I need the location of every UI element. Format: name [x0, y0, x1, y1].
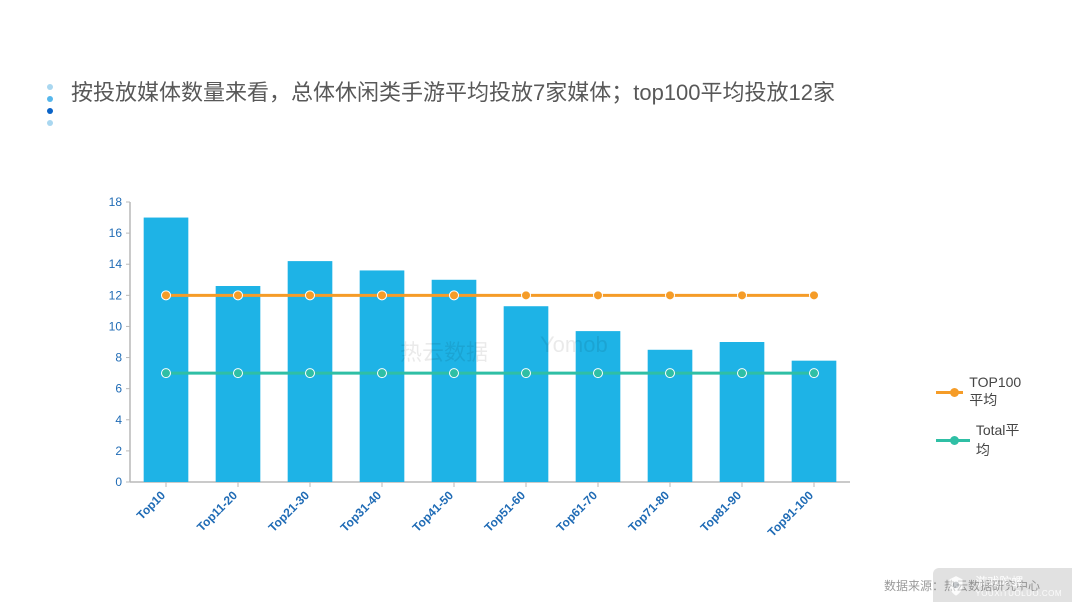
svg-text:0: 0 [115, 475, 122, 489]
svg-text:Top61-70: Top61-70 [554, 488, 601, 535]
svg-text:Top31-40: Top31-40 [338, 488, 385, 535]
bullet-dot [47, 96, 53, 102]
svg-text:14: 14 [109, 257, 123, 271]
svg-text:12: 12 [109, 288, 123, 302]
bullet-dot [47, 120, 53, 126]
svg-text:Top71-80: Top71-80 [626, 488, 673, 535]
brand-name: 游戏陀螺 [975, 576, 1062, 589]
brand-icon [943, 574, 969, 600]
svg-text:Top11-20: Top11-20 [194, 488, 240, 534]
svg-text:Top91-100: Top91-100 [765, 488, 816, 539]
legend-swatch [936, 391, 963, 394]
legend-label: Total平均 [976, 420, 1030, 460]
svg-text:4: 4 [115, 413, 122, 427]
svg-text:Top21-30: Top21-30 [266, 488, 313, 535]
brand-badge: 游戏陀螺 YOUXITUOLUO.COM [933, 568, 1072, 602]
legend-swatch [936, 439, 970, 442]
legend-label: TOP100平均 [969, 374, 1030, 410]
svg-text:Top81-90: Top81-90 [698, 488, 745, 535]
svg-text:8: 8 [115, 351, 122, 365]
bullet-dot [47, 84, 53, 90]
svg-text:16: 16 [109, 226, 123, 240]
header-bullets [47, 84, 53, 126]
svg-text:6: 6 [115, 382, 122, 396]
svg-text:Top51-60: Top51-60 [482, 488, 529, 535]
legend-item: TOP100平均 [936, 374, 1030, 410]
svg-text:18: 18 [109, 196, 123, 209]
legend-item: Total平均 [936, 420, 1030, 460]
svg-text:Top10: Top10 [134, 488, 168, 522]
legend: TOP100平均 Total平均 [936, 374, 1030, 470]
page-title: 按投放媒体数量来看，总体休闲类手游平均投放7家媒体；top100平均投放12家 [71, 78, 835, 108]
svg-text:10: 10 [109, 319, 123, 333]
chart-svg: 0 2 4 6 8 10 12 14 16 18 Top10 Top11-20 Top21-30 Top3… [98, 196, 862, 548]
header: 按投放媒体数量来看，总体休闲类手游平均投放7家媒体；top100平均投放12家 [47, 78, 835, 126]
bullet-dot [47, 108, 53, 114]
chart: 0 2 4 6 8 10 12 14 16 18 Top10 Top11-20 Top21-30 Top3… [98, 196, 998, 536]
brand-sub: YOUXITUOLUO.COM [975, 589, 1062, 598]
slide: 按投放媒体数量来看，总体休闲类手游平均投放7家媒体；top100平均投放12家 … [0, 0, 1080, 608]
svg-text:2: 2 [115, 444, 122, 458]
svg-text:Top41-50: Top41-50 [410, 488, 457, 535]
